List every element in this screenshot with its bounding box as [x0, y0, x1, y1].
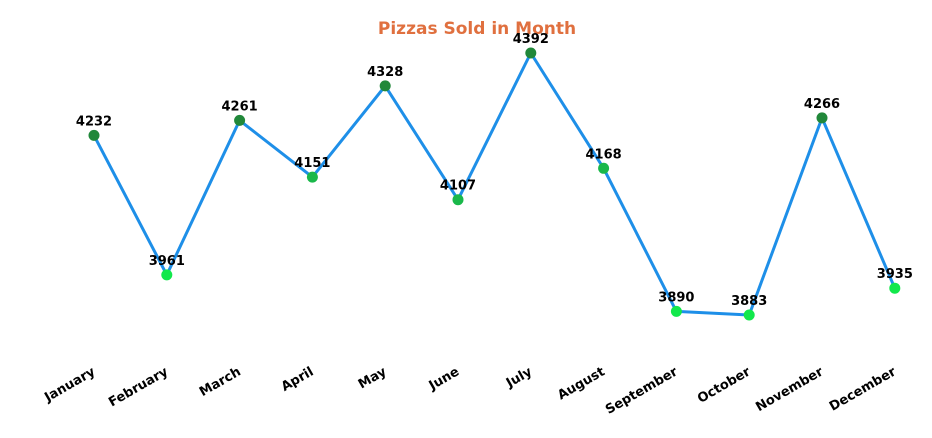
x-tick-label: August [555, 364, 607, 403]
data-point [889, 282, 901, 294]
data-label: 4392 [513, 32, 549, 47]
x-tick-label: May [356, 364, 390, 392]
x-tick-label: December [827, 364, 899, 414]
chart-title: Pizzas Sold in Month [378, 19, 576, 39]
data-point [161, 269, 173, 281]
data-point [525, 47, 537, 59]
x-tick-label: April [279, 364, 317, 394]
data-label: 4266 [804, 97, 840, 112]
x-axis-tick-labels: January February March April May June July Augu… [41, 364, 899, 418]
x-tick-label: October [695, 364, 754, 407]
data-label: 3961 [149, 254, 185, 269]
series-line [92, 51, 897, 317]
data-label: 4168 [586, 147, 622, 162]
data-labels: 4232 3961 4261 4151 4328 4107 4392 4168 3890 3883… [76, 32, 913, 309]
data-label: 4232 [76, 114, 112, 129]
data-label: 4261 [222, 99, 258, 114]
data-point [670, 305, 682, 317]
data-point [234, 114, 246, 126]
data-point [816, 112, 828, 124]
data-point [306, 171, 318, 183]
data-point [88, 129, 100, 141]
x-tick-label: June [426, 364, 462, 394]
x-tick-label: March [197, 364, 244, 400]
x-tick-label: November [753, 364, 826, 415]
plot-area [88, 47, 901, 321]
data-point [379, 80, 391, 92]
data-label: 3935 [877, 267, 913, 282]
data-label: 4328 [367, 65, 403, 80]
data-label: 3883 [731, 294, 767, 309]
data-label: 3890 [658, 290, 694, 305]
data-point [743, 309, 755, 321]
x-tick-label: September [603, 364, 681, 418]
data-point [452, 194, 464, 206]
data-label: 4151 [294, 156, 330, 171]
x-tick-label: July [503, 364, 535, 391]
data-point [598, 162, 610, 174]
x-tick-label: February [106, 364, 171, 410]
x-tick-label: January [41, 364, 98, 406]
data-label: 4107 [440, 179, 476, 194]
